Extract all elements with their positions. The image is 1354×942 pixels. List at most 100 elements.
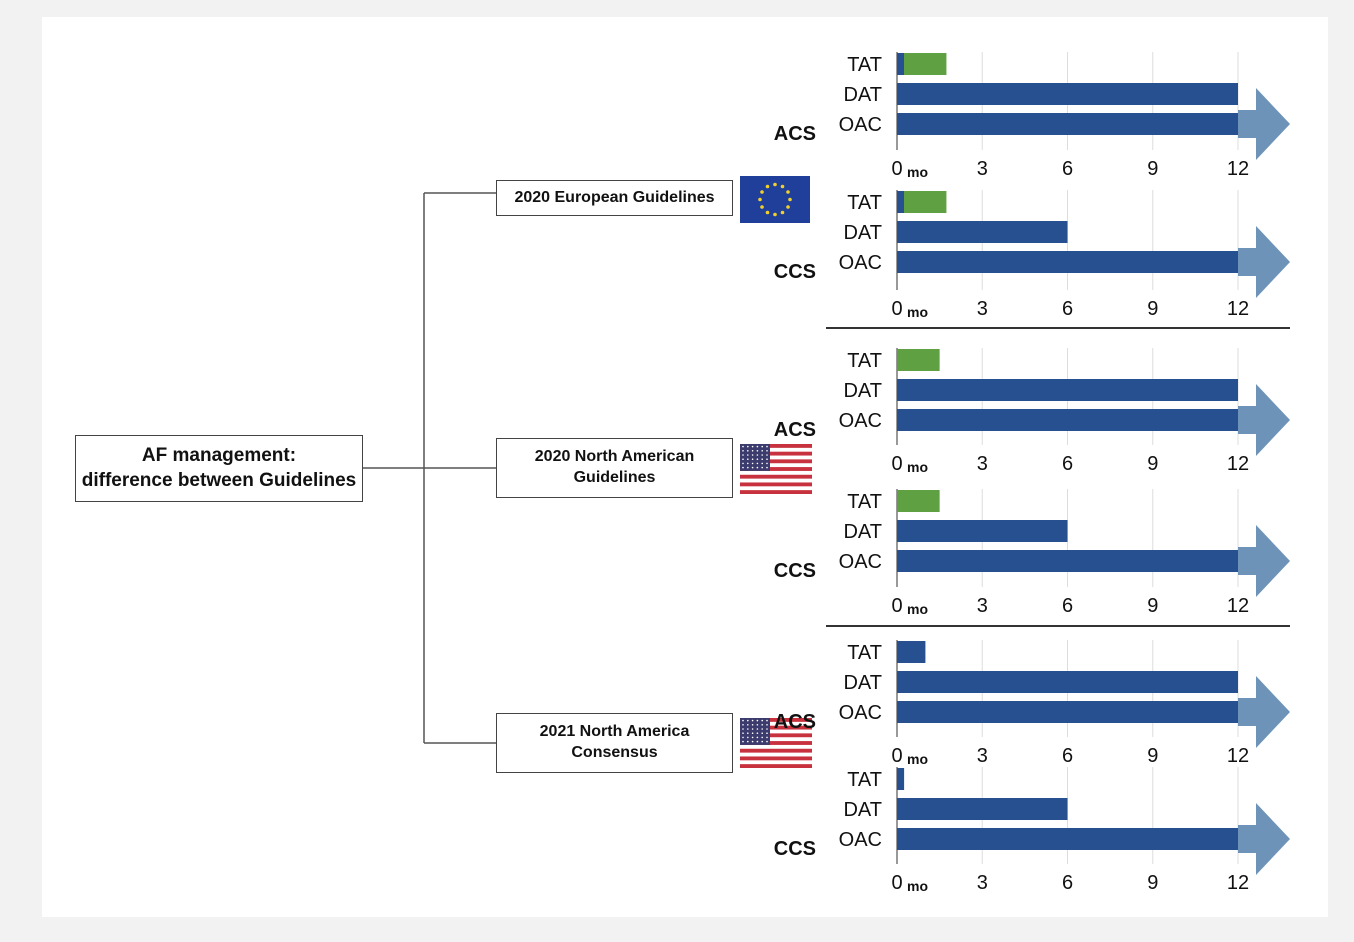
tick-label: 12 (1227, 298, 1249, 320)
category-label: TAT (847, 769, 882, 791)
flag-star (747, 719, 749, 722)
category-label: DAT (843, 222, 882, 244)
flag-star (747, 728, 749, 730)
tick-unit-label: mo (907, 459, 928, 475)
guideline-box-consensus: 2021 North America Consensus (496, 713, 733, 773)
bar-dat (897, 83, 1238, 105)
category-label: OAC (839, 702, 882, 724)
flag-star (766, 462, 768, 465)
bar-tat (904, 191, 947, 213)
tick-label: 9 (1147, 745, 1158, 767)
flag-star (742, 445, 744, 448)
flag-star (756, 450, 759, 452)
continuation-arrow (1238, 676, 1290, 748)
flag-star (742, 728, 744, 730)
flag-star (742, 740, 744, 743)
category-label: TAT (847, 642, 882, 664)
bar-tat-lead (897, 53, 904, 75)
flag-star (761, 732, 763, 734)
bar-chart-ccs: CCS TAT DAT OAC 0 mo 3 6 9 12 (774, 767, 1290, 894)
flag-stripe (740, 748, 812, 753)
flag-star (756, 736, 759, 739)
flag-stripe (740, 482, 812, 487)
flag-stripe (740, 474, 812, 479)
bar-chart-acs: ACS TAT DAT OAC 0 mo 3 6 9 12 (774, 348, 1290, 475)
bar-tat-lead (897, 191, 904, 213)
flag-stripe (740, 459, 812, 464)
bar-oac-overlay (897, 550, 1238, 572)
flag-star (742, 466, 744, 469)
tick-label: 9 (1147, 595, 1158, 617)
category-label: TAT (847, 350, 882, 372)
flag-star (747, 458, 749, 460)
flag-star (756, 454, 759, 456)
flag-star (756, 445, 759, 448)
flag-star (756, 732, 759, 734)
category-label: DAT (843, 84, 882, 106)
flag-star (756, 458, 759, 460)
flag-star (751, 458, 754, 460)
flag-star (761, 728, 763, 730)
tick-label: 12 (1227, 595, 1249, 617)
flag-canton (740, 718, 770, 745)
tick-label: 0 (891, 595, 902, 617)
flag-star (756, 466, 759, 469)
flag-star (751, 466, 754, 469)
group-label: CCS (774, 560, 816, 582)
bar-chart-acs: ACS TAT DAT OAC 0 mo 3 6 9 12 (774, 640, 1290, 767)
tick-unit-label: mo (907, 751, 928, 767)
flag-stripe (740, 725, 812, 730)
tick-label: 0 (891, 872, 902, 894)
flag-star (751, 728, 754, 730)
star (773, 212, 777, 217)
star (773, 182, 777, 187)
bar-dat (897, 520, 1068, 542)
category-label: OAC (839, 410, 882, 432)
flag-star (761, 740, 763, 743)
group-label: ACS (774, 711, 816, 733)
flag-star (761, 466, 763, 469)
tick-label: 3 (977, 298, 988, 320)
tick-label: 0 (891, 158, 902, 180)
star (765, 184, 770, 189)
tick-label: 3 (977, 453, 988, 475)
flag-star (751, 740, 754, 743)
flag-star (747, 450, 749, 452)
tick-unit-label: mo (907, 601, 928, 617)
flag-star (756, 740, 759, 743)
flag-star (751, 450, 754, 452)
bar-dat (897, 798, 1068, 820)
tick-label: 9 (1147, 872, 1158, 894)
tick-label: 12 (1227, 158, 1249, 180)
flag-star (756, 728, 759, 730)
flag-star (751, 719, 754, 722)
guideline-label-line2: Consensus (571, 744, 658, 761)
tick-label: 0 (891, 298, 902, 320)
us-flag-icon (740, 444, 812, 494)
tick-label: 12 (1227, 872, 1249, 894)
bar-oac-overlay (897, 828, 1238, 850)
flag-star (761, 458, 763, 460)
bar-oac-overlay (897, 701, 1238, 723)
bar-dat (897, 221, 1068, 243)
tick-label: 6 (1062, 595, 1073, 617)
flag-stripe (740, 490, 812, 494)
category-label: TAT (847, 491, 882, 513)
flag-star (766, 728, 768, 730)
tick-label: 3 (977, 158, 988, 180)
tick-label: 12 (1227, 745, 1249, 767)
flag-star (761, 454, 763, 456)
flag-star (761, 450, 763, 452)
star (758, 197, 762, 202)
flag-star (761, 445, 763, 448)
flag-star (766, 458, 768, 460)
group-label: CCS (774, 261, 816, 283)
group-label: ACS (774, 123, 816, 145)
flag-star (742, 458, 744, 460)
guideline-box-european: 2020 European Guidelines (496, 180, 733, 216)
flag-star (761, 462, 763, 465)
flag-star (747, 736, 749, 739)
flag-canton (740, 444, 770, 471)
guideline-box-north-american: 2020 North American Guidelines (496, 438, 733, 498)
